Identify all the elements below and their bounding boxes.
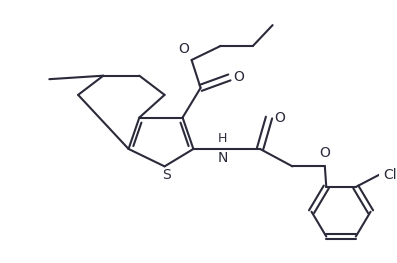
Text: O: O <box>178 42 189 56</box>
Text: H: H <box>218 133 227 145</box>
Text: Cl: Cl <box>384 168 397 182</box>
Text: O: O <box>320 146 330 160</box>
Text: N: N <box>218 151 228 165</box>
Text: O: O <box>234 70 245 84</box>
Text: O: O <box>274 110 285 125</box>
Text: S: S <box>162 168 171 182</box>
